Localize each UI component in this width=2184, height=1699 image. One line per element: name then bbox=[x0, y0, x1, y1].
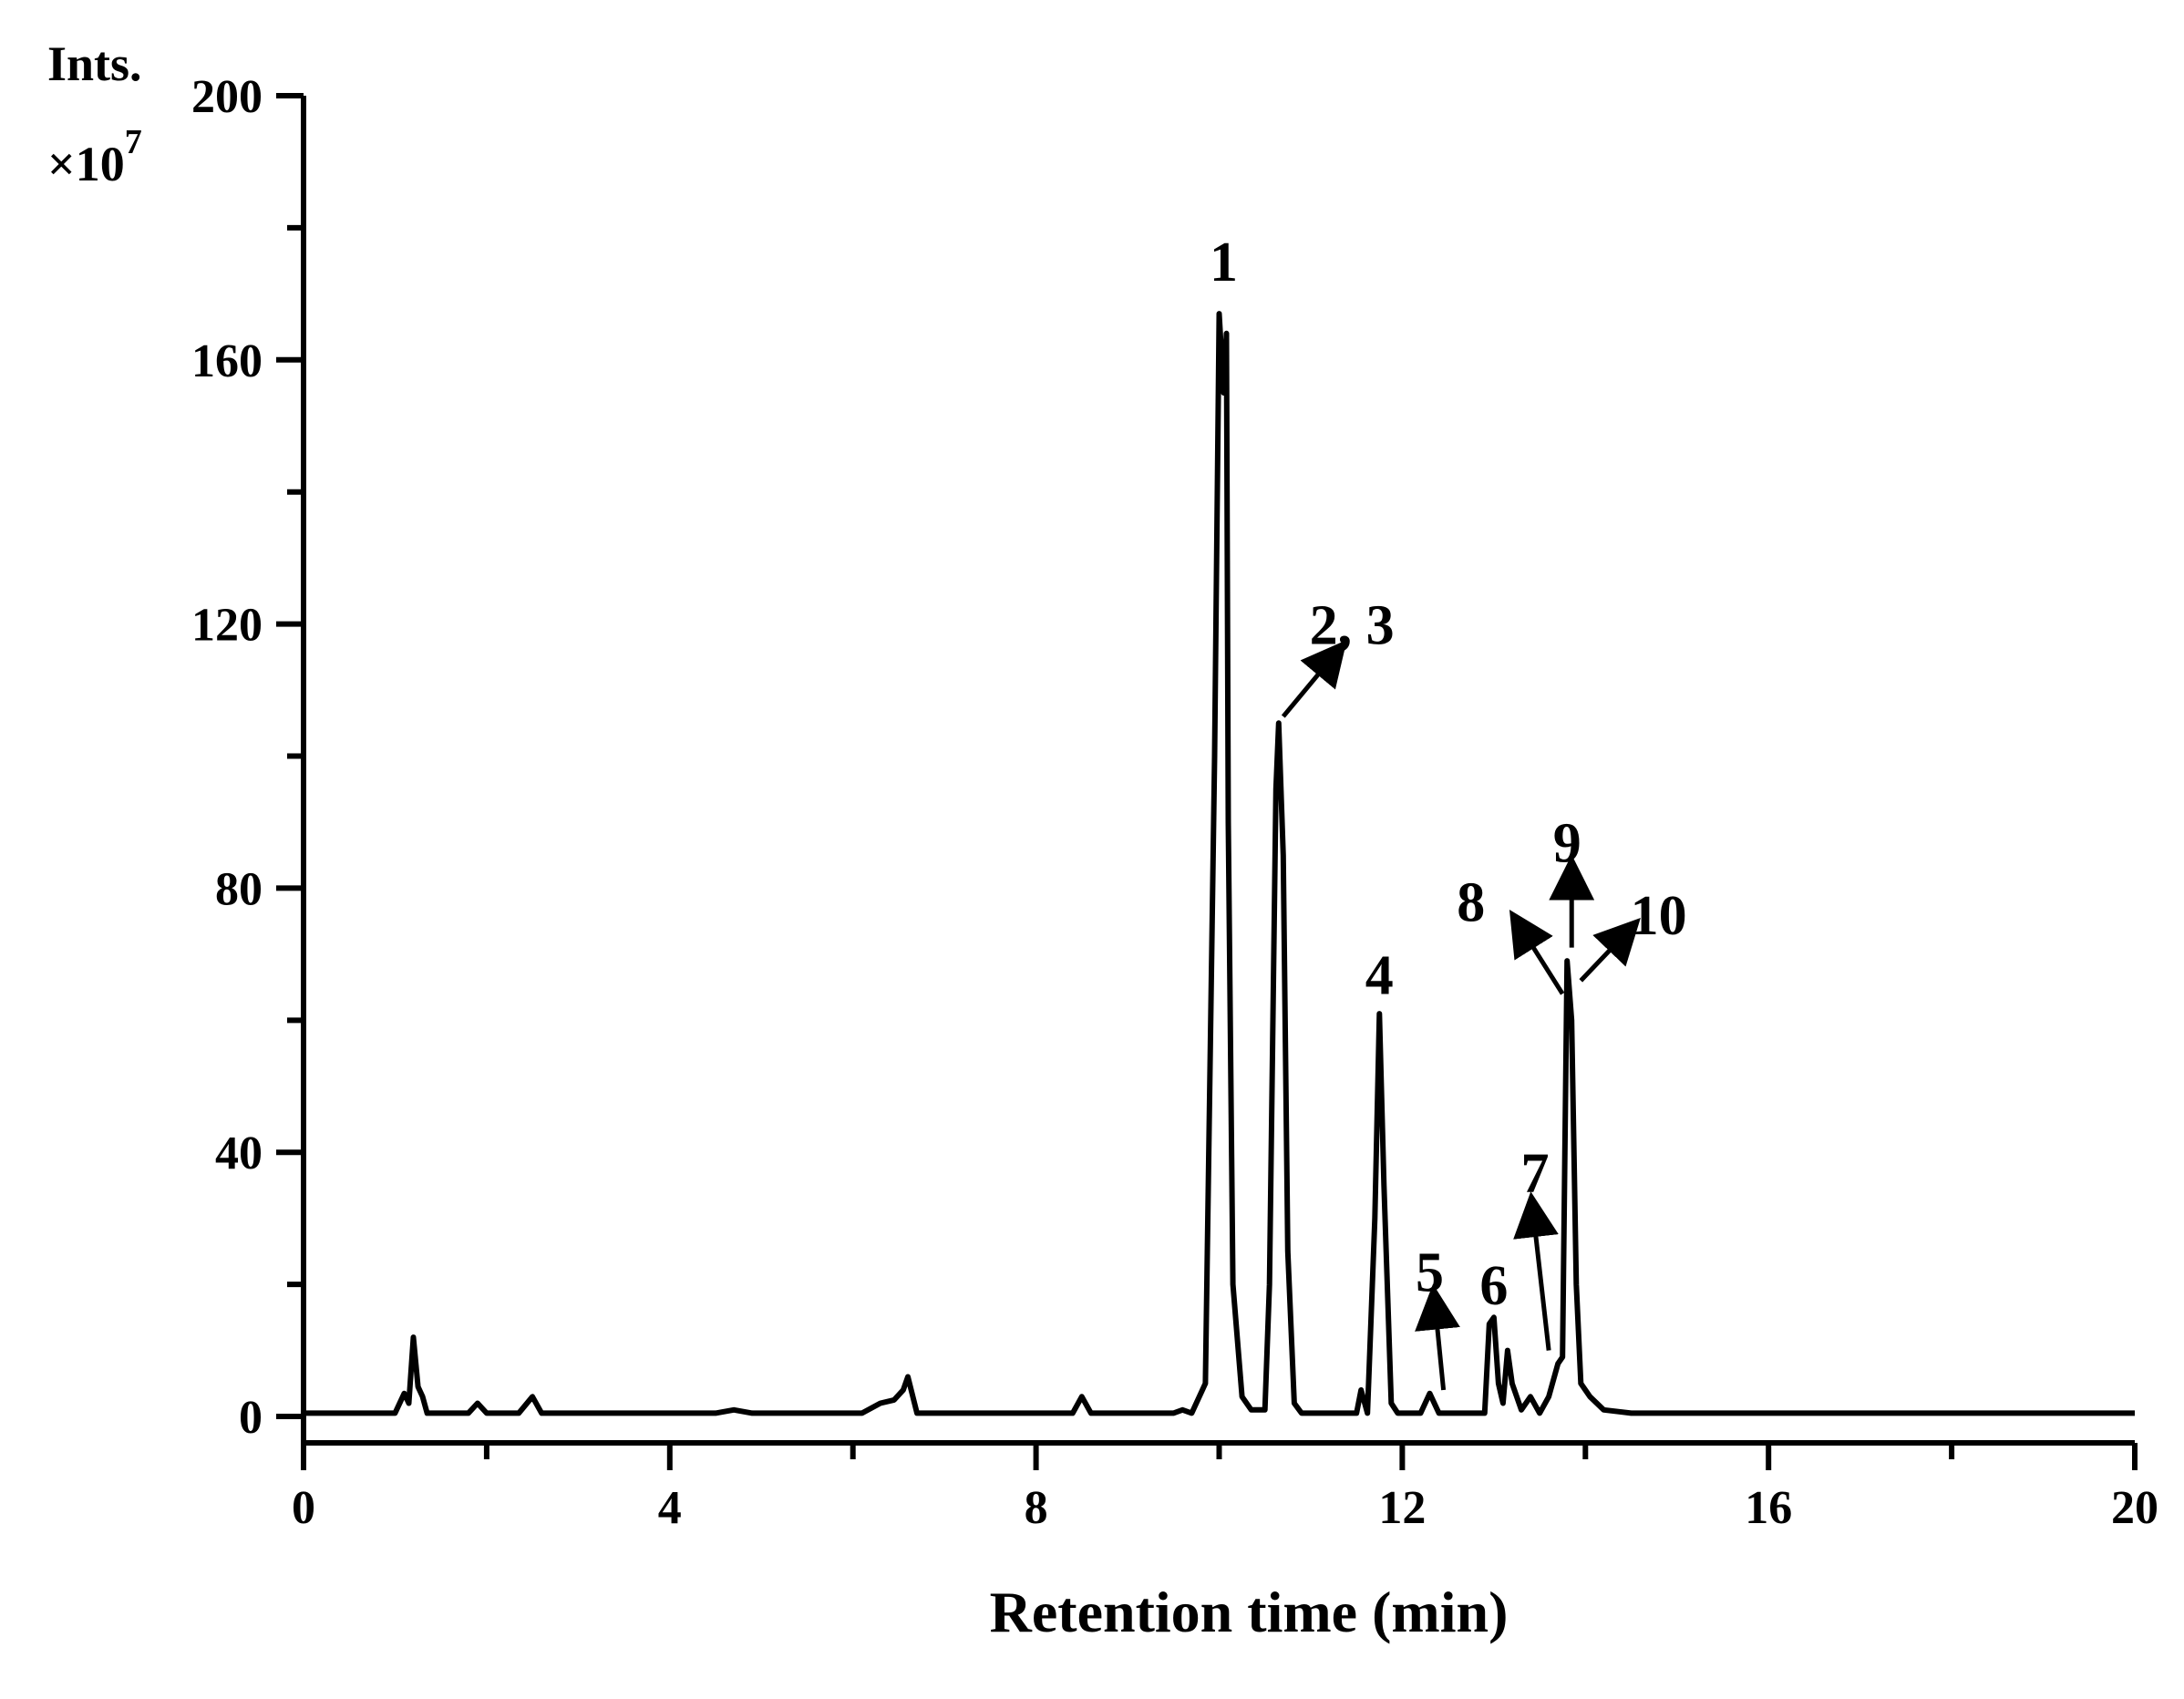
peak-label: 6 bbox=[1479, 1255, 1508, 1317]
y-tick-label: 200 bbox=[191, 71, 263, 123]
peak-label: 2, 3 bbox=[1310, 594, 1395, 656]
x-tick-label: 20 bbox=[2111, 1482, 2158, 1534]
y-axis-multiplier: ×107 bbox=[47, 123, 142, 191]
y-ticks: 0 40 80 120 160 200 bbox=[191, 71, 304, 1444]
peak-label: 8 bbox=[1457, 872, 1485, 934]
x-tick-label: 16 bbox=[1745, 1482, 1792, 1534]
y-tick-label: 120 bbox=[191, 600, 263, 652]
y-tick-label: 0 bbox=[239, 1392, 263, 1444]
y-tick-label: 80 bbox=[215, 863, 263, 915]
peak-labels: 1 2, 3 4 5 67 8 9 10 bbox=[1210, 232, 1687, 1391]
peak-arrow bbox=[1513, 1191, 1559, 1351]
peak-label: 1 bbox=[1210, 232, 1238, 293]
y-axis-label: Ints. bbox=[47, 36, 142, 91]
y-tick-label: 160 bbox=[191, 335, 263, 387]
x-tick-label: 4 bbox=[658, 1482, 682, 1534]
x-tick-label: 8 bbox=[1025, 1482, 1048, 1534]
peak-label: 7 bbox=[1521, 1143, 1550, 1205]
peak-arrow bbox=[1579, 918, 1641, 983]
x-ticks: 0 4 8 12 16 20 bbox=[292, 1443, 2158, 1534]
peak-label: 10 bbox=[1631, 885, 1687, 947]
x-tick-label: 12 bbox=[1378, 1482, 1426, 1534]
chromatogram-trace bbox=[304, 311, 2135, 1416]
y-tick-label: 40 bbox=[215, 1128, 263, 1179]
peak-arrow bbox=[1281, 640, 1347, 718]
peak-label: 5 bbox=[1416, 1241, 1444, 1303]
peak-label: 4 bbox=[1365, 944, 1394, 1006]
x-axis-title: Retention time (min) bbox=[990, 1580, 1509, 1644]
x-tick-label: 0 bbox=[292, 1482, 315, 1534]
peak-arrow bbox=[1509, 909, 1565, 995]
peak-label: 9 bbox=[1553, 812, 1581, 874]
y-multiplier-base: ×10 bbox=[47, 137, 125, 191]
y-multiplier-exponent: 7 bbox=[125, 123, 142, 161]
peak-arrow bbox=[1415, 1283, 1460, 1391]
